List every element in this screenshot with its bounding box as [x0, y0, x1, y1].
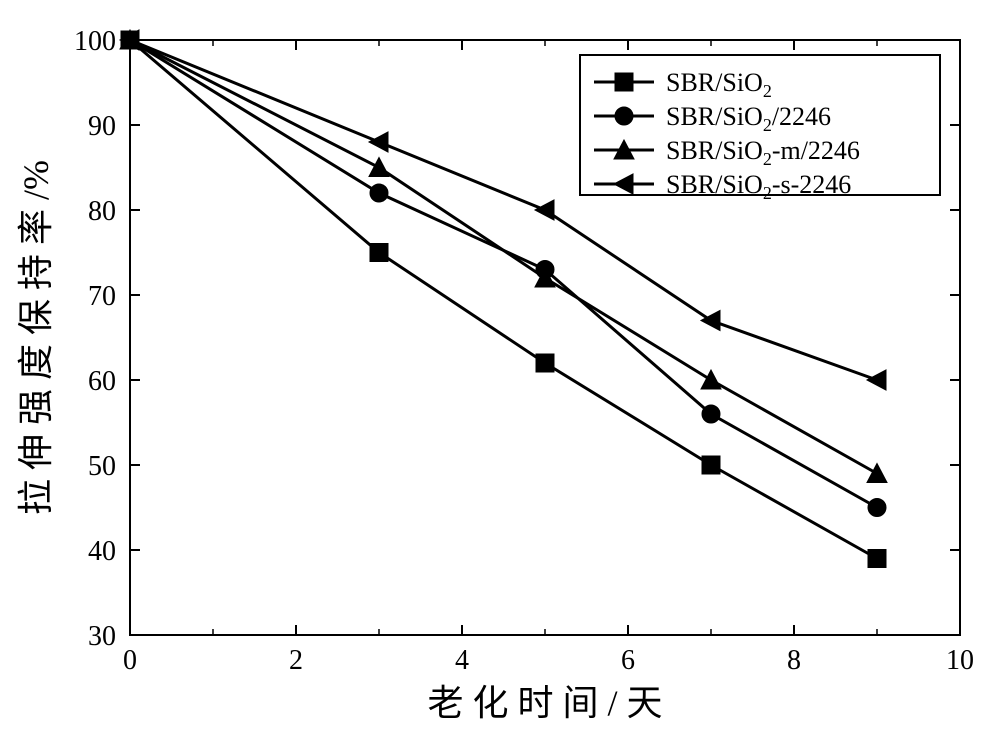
chart-svg: 0 2 4 6 8 10 30 40 50 60 70 80 90 100 老 化 时 间 / 天 拉 伸 强… [0, 0, 1000, 749]
y-tick-label: 60 [88, 366, 116, 397]
y-tick-label: 30 [88, 621, 116, 652]
x-tick-label: 10 [946, 645, 974, 676]
x-tick-label: 2 [289, 645, 303, 676]
chart-container: 0 2 4 6 8 10 30 40 50 60 70 80 90 100 老 化 时 间 / 天 拉 伸 强… [0, 0, 1000, 749]
legend: SBR/SiO2SBR/SiO2/2246SBR/SiO2-m/2246SBR/… [580, 55, 940, 203]
x-tick-label: 4 [455, 645, 469, 676]
series-SBR/SiO2-m/2246 [120, 30, 887, 483]
y-tick-label: 100 [74, 26, 116, 57]
y-tick-label: 70 [88, 281, 116, 312]
legend-label: SBR/SiO2 [666, 68, 772, 101]
y-axis-title: 拉 伸 强 度 保 持 率 /% [16, 160, 56, 515]
x-tick-label: 6 [621, 645, 635, 676]
x-tick-label: 8 [787, 645, 801, 676]
legend-label: SBR/SiO2/2246 [666, 102, 831, 135]
legend-label: SBR/SiO2-s-2246 [666, 170, 851, 203]
x-tick-label: 0 [123, 645, 137, 676]
y-tick-label: 90 [88, 111, 116, 142]
legend-label: SBR/SiO2-m/2246 [666, 136, 860, 169]
x-axis-title: 老 化 时 间 / 天 [427, 683, 662, 723]
y-tick-label: 50 [88, 451, 116, 482]
y-tick-label: 80 [88, 196, 116, 227]
y-tick-label: 40 [88, 536, 116, 567]
